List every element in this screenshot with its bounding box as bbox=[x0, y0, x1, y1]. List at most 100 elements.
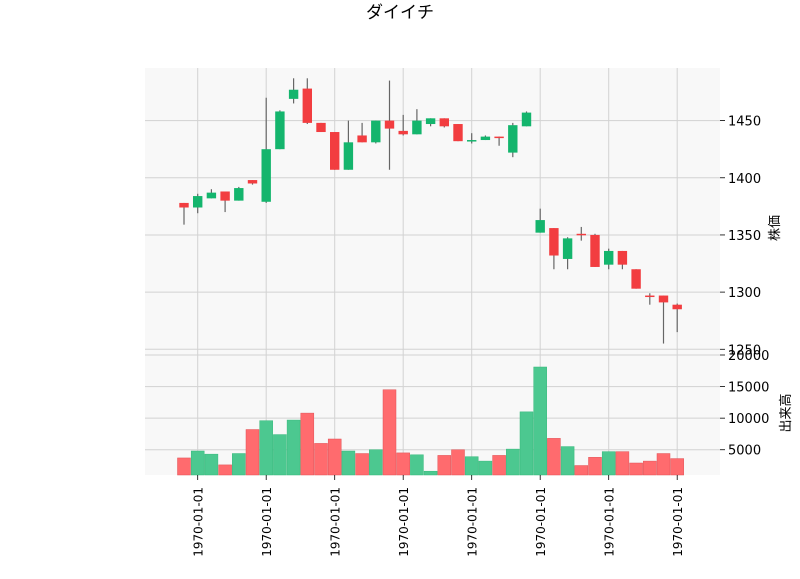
candle-body bbox=[562, 238, 573, 259]
volume-bar bbox=[615, 451, 630, 476]
volume-tick-label: 15000 bbox=[728, 381, 769, 396]
chart-title: ダイイチ bbox=[366, 3, 434, 23]
volume-bar bbox=[670, 458, 684, 476]
candle-body bbox=[206, 192, 217, 199]
volume-bar bbox=[656, 453, 671, 476]
candle-body bbox=[193, 196, 203, 208]
volume-tick-label: 20000 bbox=[728, 349, 769, 364]
x-tick-label: 1970-01-01 bbox=[671, 487, 685, 557]
candle-body bbox=[179, 202, 189, 208]
x-tick-label: 1970-01-01 bbox=[192, 487, 206, 557]
volume-bar bbox=[464, 456, 479, 476]
candle-body bbox=[645, 295, 655, 298]
volume-bar bbox=[478, 460, 493, 476]
candle-body bbox=[590, 234, 600, 267]
price-tick-label: 1400 bbox=[728, 172, 761, 187]
volume-bar bbox=[533, 366, 547, 476]
volume-bar bbox=[601, 451, 616, 476]
candle-body bbox=[247, 180, 258, 184]
volume-axis: 5000 10000 15000 20000 bbox=[720, 349, 769, 459]
volume-bar bbox=[341, 450, 356, 476]
volume-bar bbox=[259, 420, 273, 476]
volume-bar bbox=[437, 455, 452, 476]
candle-body bbox=[316, 122, 326, 133]
volume-bar bbox=[232, 453, 246, 476]
candle-body bbox=[480, 136, 491, 141]
candle-body bbox=[330, 132, 340, 170]
x-tick-label: 1970-01-01 bbox=[329, 487, 343, 557]
price-panel-background bbox=[145, 68, 720, 355]
x-tick-label: 1970-01-01 bbox=[260, 487, 274, 557]
candle-body bbox=[631, 269, 641, 289]
volume-bar bbox=[273, 434, 287, 476]
volume-bar bbox=[519, 411, 534, 476]
volume-bar bbox=[588, 457, 602, 476]
volume-bar bbox=[314, 443, 328, 476]
volume-bar bbox=[629, 462, 643, 476]
volume-tick-label: 10000 bbox=[728, 412, 769, 427]
candle-body bbox=[658, 295, 669, 303]
candle-body bbox=[535, 220, 545, 233]
volume-bar bbox=[382, 389, 397, 476]
candle-body bbox=[398, 130, 408, 135]
x-axis: 1970-01-01 1970-01-01 1970-01-01 1970-01-01… bbox=[192, 475, 685, 557]
candle-body bbox=[261, 149, 271, 202]
x-tick-label: 1970-01-01 bbox=[397, 487, 411, 557]
candle-body bbox=[617, 250, 628, 265]
volume-bar bbox=[177, 457, 191, 476]
candle-body bbox=[604, 250, 614, 265]
volume-bar bbox=[451, 449, 465, 476]
volume-bar bbox=[327, 438, 342, 476]
price-tick-label: 1450 bbox=[728, 115, 761, 130]
candle-body bbox=[494, 136, 504, 139]
volume-bar bbox=[396, 452, 410, 476]
price-axis: 1250 1300 1350 1400 1450 bbox=[720, 115, 761, 358]
candle-body bbox=[425, 118, 436, 125]
candle-body bbox=[672, 304, 682, 310]
volume-bar bbox=[506, 448, 520, 476]
volume-bar bbox=[560, 446, 575, 476]
volume-bar bbox=[492, 455, 506, 476]
volume-bar bbox=[300, 412, 315, 476]
volume-bar bbox=[218, 464, 232, 476]
x-tick-label: 1970-01-01 bbox=[466, 487, 480, 557]
volume-bar bbox=[547, 438, 561, 476]
volume-bars bbox=[177, 366, 684, 476]
candle-body bbox=[234, 188, 244, 201]
volume-bar bbox=[286, 419, 301, 476]
candle-body bbox=[453, 124, 463, 142]
volume-bar bbox=[204, 453, 219, 476]
price-axis-label: 株価 bbox=[768, 215, 783, 241]
candles bbox=[179, 78, 682, 344]
volume-bar bbox=[574, 465, 589, 476]
candle-body bbox=[371, 120, 381, 143]
volume-bar bbox=[190, 450, 205, 476]
candle-body bbox=[288, 89, 299, 99]
volume-bar bbox=[410, 454, 424, 476]
candle-body bbox=[302, 88, 312, 123]
price-tick-label: 1250 bbox=[728, 343, 761, 358]
candle-body bbox=[549, 228, 559, 256]
volume-tick-label: 5000 bbox=[728, 444, 761, 459]
price-tick-label: 1300 bbox=[728, 286, 761, 301]
candle-body bbox=[412, 120, 422, 135]
volume-bar bbox=[369, 449, 383, 476]
volume-bar bbox=[643, 460, 657, 476]
candle-body bbox=[439, 118, 449, 127]
volume-bar bbox=[245, 429, 260, 476]
candle-body bbox=[508, 125, 518, 153]
candle-body bbox=[576, 233, 586, 236]
x-tick-label: 1970-01-01 bbox=[534, 487, 548, 557]
candle-body bbox=[384, 120, 395, 129]
volume-panel-background bbox=[145, 355, 720, 475]
price-tick-label: 1350 bbox=[728, 229, 761, 244]
candle-body bbox=[343, 142, 354, 170]
x-tick-label: 1970-01-01 bbox=[603, 487, 617, 557]
candle-body bbox=[220, 191, 230, 201]
candle-body bbox=[275, 111, 285, 150]
candle-body bbox=[357, 135, 367, 143]
volume-axis-label: 出来高 bbox=[778, 393, 794, 432]
candle-body bbox=[521, 112, 532, 127]
